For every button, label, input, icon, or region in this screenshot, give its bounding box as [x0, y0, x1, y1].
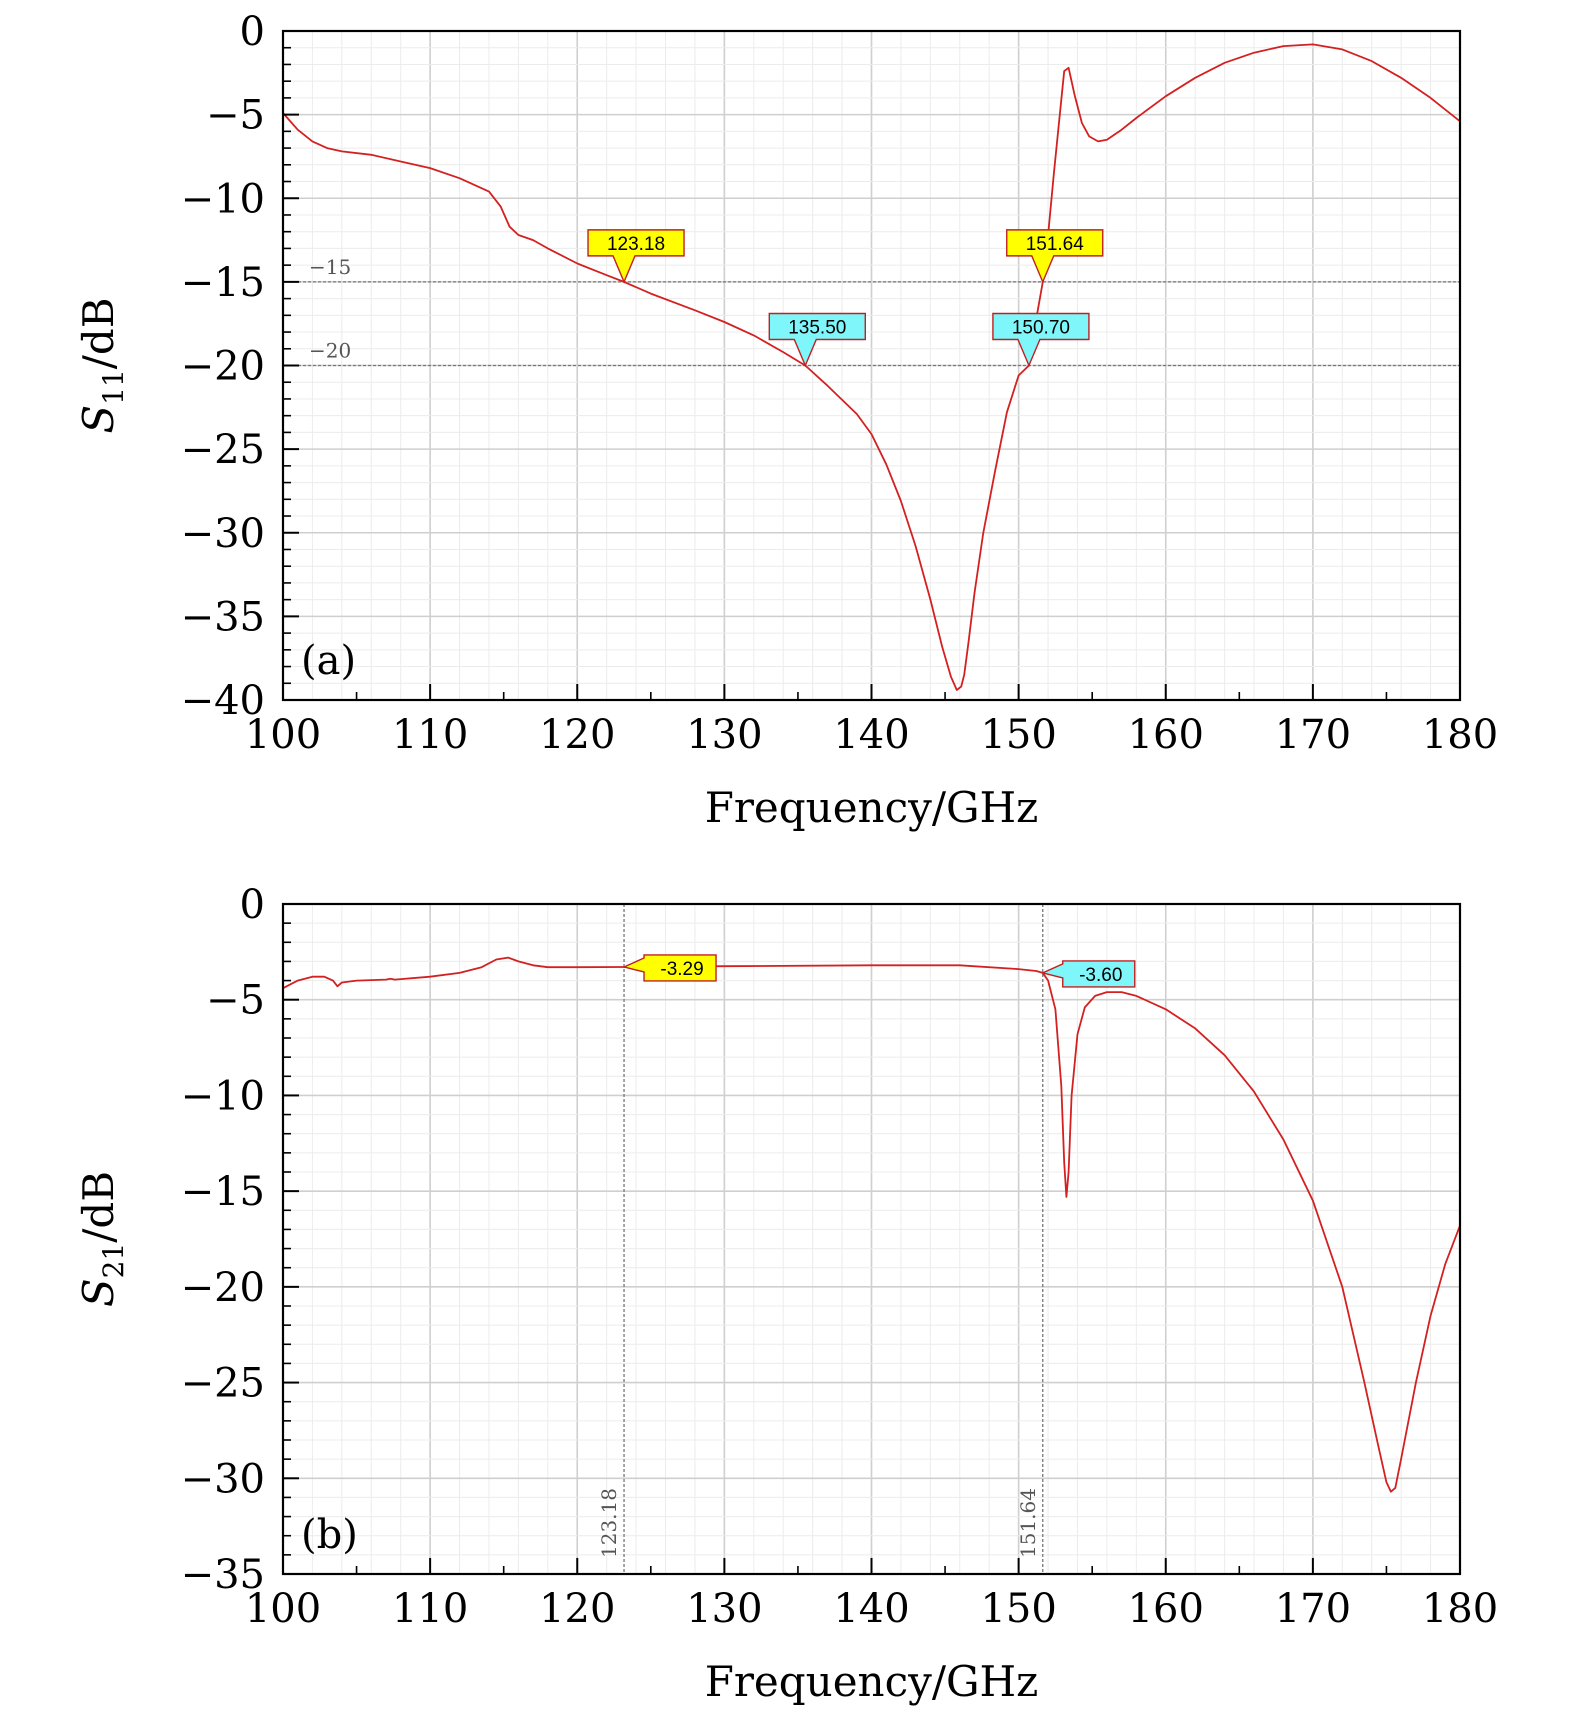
- axis-ticks: [283, 46, 1388, 700]
- y-tick-label: −20: [181, 344, 265, 390]
- marker-box: [768, 312, 866, 368]
- x-tick-label: 140: [833, 1586, 909, 1632]
- x-axis-title: Frequency/GHz: [705, 1657, 1039, 1706]
- marker-callout: -3.60: [1040, 960, 1136, 988]
- y-axis-title-symbol: S: [74, 405, 123, 434]
- marker-box: [1006, 229, 1104, 284]
- x-tick-label: 180: [1422, 1586, 1498, 1632]
- y-axis-title-unit: /dB: [74, 1171, 123, 1243]
- reference-line-label: −20: [309, 339, 351, 363]
- y-tick-label: −25: [181, 427, 265, 473]
- panel-b: 123.18 151.64 100 110 120 130 140 150 160 170 180 0…: [74, 882, 1498, 1706]
- series-line: [282, 956, 1461, 1493]
- marker-label: 151.64: [1026, 234, 1085, 255]
- marker-callout: 151.64: [1006, 229, 1104, 284]
- panel-label: (b): [301, 1512, 358, 1558]
- y-axis-title: S11/dB: [74, 297, 130, 433]
- y-tick-label: −20: [181, 1265, 265, 1311]
- marker-callout: 123.18: [587, 229, 685, 284]
- x-tick-label: 170: [1275, 712, 1351, 758]
- x-tick-label: 110: [392, 712, 468, 758]
- x-tick-label: 170: [1275, 1586, 1351, 1632]
- marker-callout: 135.50: [768, 312, 866, 368]
- x-tick-label: 160: [1128, 712, 1204, 758]
- x-tick-label: 130: [686, 1586, 762, 1632]
- x-tick-label: 110: [392, 1586, 468, 1632]
- marker-box: [1040, 960, 1136, 988]
- y-axis-title-symbol: S: [74, 1278, 123, 1307]
- x-tick-label: 140: [833, 712, 909, 758]
- y-tick-label: −5: [206, 978, 265, 1024]
- x-tick-label: 120: [539, 1586, 615, 1632]
- x-axis-title: Frequency/GHz: [705, 783, 1039, 832]
- y-axis-title-unit: /dB: [74, 297, 123, 369]
- y-tick-label: −10: [181, 176, 265, 222]
- marker-label: -3.29: [660, 959, 703, 980]
- reference-line-label: −15: [309, 255, 351, 279]
- y-axis-title-subscript: 21: [97, 1243, 130, 1279]
- marker-label: 123.18: [607, 234, 665, 255]
- x-tick-label: 100: [245, 1586, 321, 1632]
- y-axis-title-subscript: 11: [97, 369, 130, 405]
- grid: [283, 31, 1460, 700]
- y-tick-label: −30: [181, 1456, 265, 1502]
- x-tick-label: 160: [1128, 1586, 1204, 1632]
- panel-label: (a): [301, 638, 356, 684]
- x-tick-label: 150: [980, 1586, 1056, 1632]
- axis-ticks: [283, 922, 1388, 1574]
- y-tick-label: −5: [206, 93, 265, 139]
- series-line: [282, 43, 1461, 691]
- y-tick-label: 0: [240, 9, 265, 55]
- reference-line-label: 151.64: [1016, 1488, 1040, 1558]
- marker-box: [587, 229, 685, 284]
- y-tick-label: −40: [181, 678, 265, 724]
- reference-line-label: 123.18: [597, 1488, 621, 1558]
- y-tick-label: −15: [181, 1169, 265, 1215]
- marker-box: [621, 954, 717, 982]
- y-tick-label: −15: [181, 260, 265, 306]
- marker-label: -3.60: [1079, 965, 1122, 986]
- x-tick-label: 130: [686, 712, 762, 758]
- x-tick-label: 120: [539, 712, 615, 758]
- x-tick-label: 180: [1422, 712, 1498, 758]
- marker-callout: 150.70: [992, 312, 1090, 368]
- x-tick-label: 150: [980, 712, 1056, 758]
- panel-a: −15 −20 100 110 120 130 140 150 160 170 180 0 −5 −10 −…: [74, 9, 1498, 832]
- y-tick-label: −25: [181, 1361, 265, 1407]
- marker-label: 150.70: [1012, 318, 1070, 339]
- y-axis-title: S21/dB: [74, 1171, 130, 1307]
- x-tick-label: 100: [245, 712, 321, 758]
- y-tick-label: −35: [181, 1552, 265, 1598]
- marker-box: [992, 312, 1090, 368]
- marker-label: 135.50: [788, 318, 846, 339]
- y-tick-label: −10: [181, 1073, 265, 1119]
- grid: [283, 904, 1460, 1574]
- y-tick-label: 0: [240, 882, 265, 928]
- marker-callout: -3.29: [621, 954, 717, 982]
- y-tick-label: −35: [181, 594, 265, 640]
- y-tick-label: −30: [181, 511, 265, 557]
